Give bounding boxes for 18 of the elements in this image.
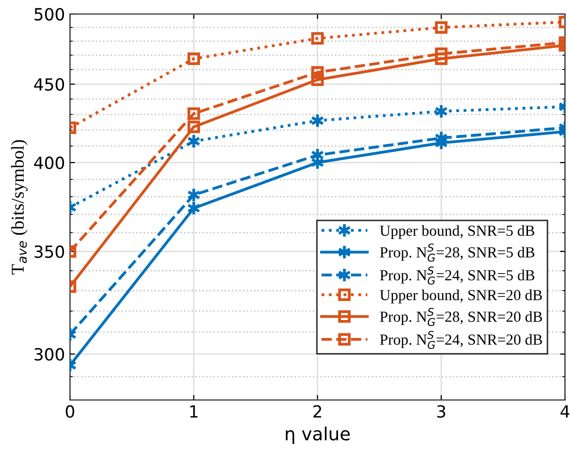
x-tick-label: 2 — [313, 405, 322, 418]
x-axis-title: η value — [286, 426, 350, 444]
y-tick-label: 300 — [34, 348, 64, 361]
legend-label: Prop. N$^{S}$$_{G}$=24, SNR=20 dB — [380, 330, 542, 349]
legend-label: Upper bound, SNR=5 dB — [380, 225, 534, 239]
y-tick-label: 500 — [34, 8, 64, 21]
y-axis-title: T$_{ave}$ (bits/symbol) — [11, 140, 28, 274]
x-tick-label: 4 — [560, 405, 570, 418]
legend-label: Upper bound, SNR=20 dB — [380, 289, 542, 304]
legend-label: Prop. N$^{S}$$_{G}$=28, SNR=5 dB — [380, 244, 534, 262]
x-tick-label: 3 — [437, 405, 446, 418]
x-tick-label: 0 — [66, 405, 74, 418]
x-tick-label: 1 — [190, 405, 198, 418]
y-tick-label: 450 — [34, 78, 64, 91]
legend-label: Prop. N$^{S}$$_{G}$=28, SNR=20 dB — [380, 308, 542, 326]
y-tick-label: 350 — [34, 245, 64, 258]
legend-label: Prop. N$^{S}$$_{G}$=24, SNR=5 dB — [380, 266, 534, 285]
y-tick-label: 400 — [34, 156, 64, 170]
